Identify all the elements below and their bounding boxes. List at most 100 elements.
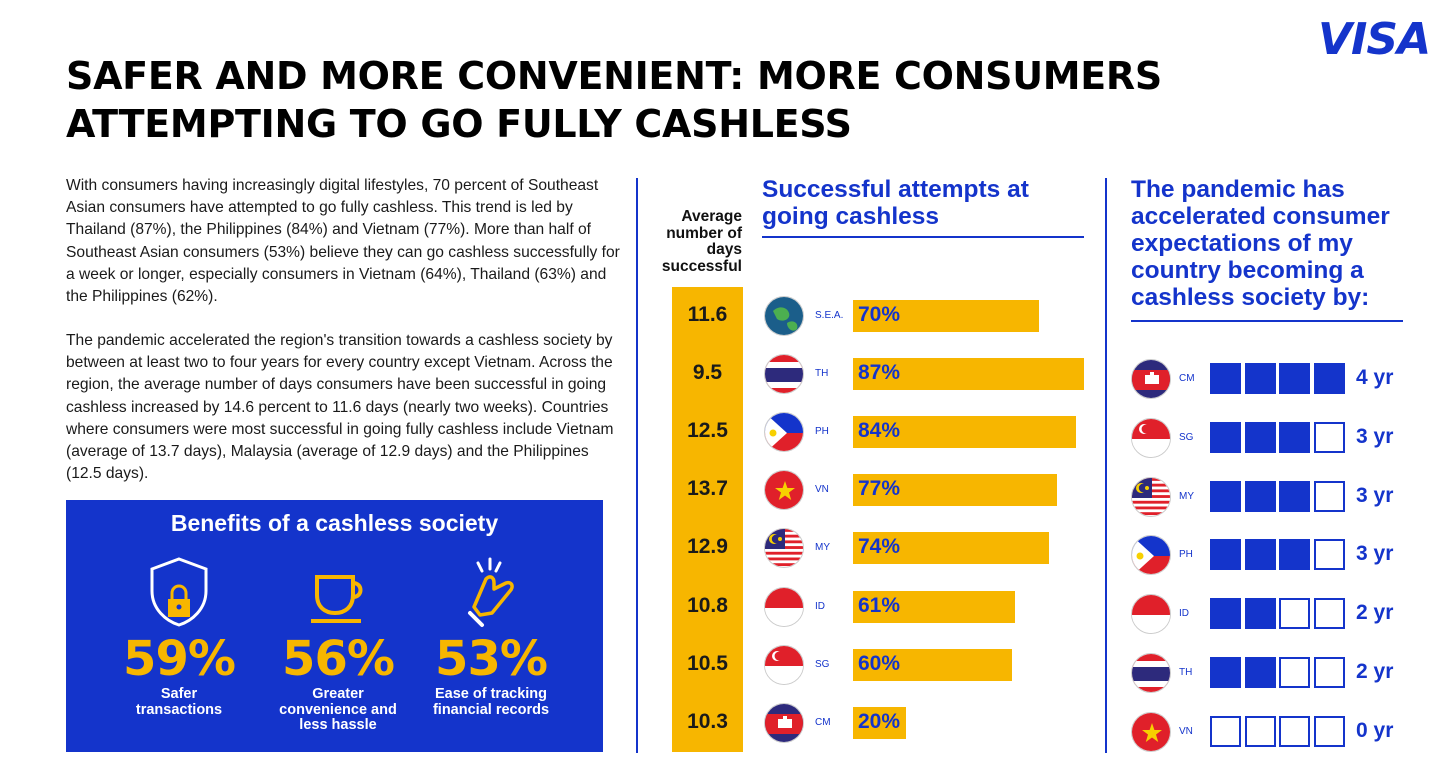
- year-box-sg: [1244, 421, 1276, 453]
- year-box-th: [1279, 657, 1310, 688]
- shield-lock-icon: [150, 557, 208, 627]
- bar-sg: [853, 648, 1012, 681]
- avg-days-value-ph: 12.5: [687, 419, 728, 443]
- year-box-sg: [1210, 421, 1241, 453]
- flag-vn-icon: [1131, 711, 1171, 752]
- year-box-cm: [1313, 363, 1345, 394]
- year-box-cm: [1244, 363, 1276, 394]
- year-box-th: [1244, 657, 1276, 688]
- year-box-id: [1313, 598, 1345, 630]
- year-box-sg: [1279, 421, 1310, 453]
- avg-days-header: Average number of days successful: [661, 208, 742, 275]
- flag-vn-icon: [764, 470, 804, 511]
- years-label-sg: 3 yr: [1356, 424, 1394, 448]
- bar-label-sg: 60%: [858, 651, 901, 675]
- flag-my-icon: [764, 528, 804, 569]
- country-code-sg: SG: [815, 658, 830, 670]
- bar-label-th: 87%: [858, 361, 901, 385]
- year-box-my: [1279, 480, 1310, 512]
- benefits-panel: Benefits of a cashless society 59% Safer…: [66, 500, 603, 752]
- country-code-sea: S.E.A.: [815, 310, 844, 321]
- avg-days-value-sg: 10.5: [687, 651, 728, 675]
- benefit-value: 59%: [123, 631, 236, 687]
- pandemic-paragraph: The pandemic accelerated the region's tr…: [66, 332, 614, 483]
- country-code-my: MY: [815, 542, 830, 554]
- benefit-convenience: 56% Greater convenience and less hassle: [253, 555, 423, 734]
- avg-days-value-id: 10.8: [687, 593, 728, 617]
- years-label-ph: 3 yr: [1356, 542, 1394, 566]
- bar-cm: [853, 706, 906, 739]
- flag-id-icon: [764, 586, 804, 627]
- flag-ph-icon: [1131, 535, 1171, 576]
- avg-days-value-vn: 13.7: [687, 477, 728, 501]
- year-box-my: [1313, 480, 1345, 512]
- year-box-cm: [1210, 363, 1241, 394]
- avg-days-value-sea: 11.6: [687, 303, 728, 326]
- flag-my-icon: [1131, 476, 1171, 517]
- bar-ph: [853, 416, 1076, 449]
- year-box-vn: [1313, 715, 1345, 747]
- bar-label-sea: 70%: [858, 303, 901, 326]
- benefit-tracking: 53% Ease of tracking financial records: [406, 555, 576, 718]
- bar-id: [853, 590, 1015, 623]
- years-label-cm: 4 yr: [1356, 366, 1394, 389]
- bar-my: [853, 532, 1049, 565]
- year-box-id: [1210, 598, 1241, 630]
- country-code-vn: VN: [1179, 725, 1193, 737]
- bar-label-id: 61%: [858, 593, 901, 617]
- benefit-label: Safer transactions: [135, 686, 223, 718]
- year-box-id: [1244, 598, 1276, 630]
- year-box-ph: [1244, 539, 1276, 571]
- success-chart-title: Successful attempts at going cashless: [762, 176, 1029, 230]
- flag-th-icon: [764, 354, 804, 395]
- country-code-cm: CM: [815, 716, 831, 728]
- flag-cm-icon: [764, 702, 804, 743]
- visa-logo: VISA: [1318, 14, 1431, 65]
- benefit-value: 53%: [435, 631, 548, 687]
- country-code-my: MY: [1179, 490, 1194, 502]
- year-box-ph: [1279, 539, 1310, 571]
- tap-hand-icon: [468, 557, 514, 627]
- year-box-th: [1313, 657, 1345, 688]
- benefits-title: Benefits of a cashless society: [170, 510, 499, 536]
- year-box-sg: [1313, 421, 1345, 453]
- bar-label-my: 74%: [858, 535, 901, 559]
- benefit-safer: 59% Safer transactions: [94, 555, 264, 718]
- avg-days-value-th: 9.5: [692, 361, 723, 385]
- flag-ph-icon: [764, 412, 804, 453]
- year-box-my: [1210, 480, 1241, 512]
- flag-sea-icon: [764, 296, 804, 336]
- country-code-ph: PH: [815, 426, 829, 438]
- bar-vn: [853, 474, 1057, 507]
- bar-th: [853, 358, 1084, 391]
- flag-id-icon: [1131, 594, 1171, 635]
- avg-days-value-cm: 10.3: [687, 709, 728, 733]
- country-code-sg: SG: [1179, 431, 1194, 443]
- coffee-cup-icon: [311, 575, 363, 623]
- years-label-vn: 0 yr: [1356, 718, 1394, 742]
- divider-right: [1105, 178, 1107, 753]
- year-box-th: [1210, 657, 1241, 688]
- country-code-th: TH: [1179, 667, 1193, 678]
- country-code-ph: PH: [1179, 549, 1193, 561]
- years-label-th: 2 yr: [1356, 660, 1394, 683]
- avg-days-column: [672, 287, 743, 752]
- bar-sea: [853, 300, 1039, 332]
- bar-label-vn: 77%: [858, 477, 901, 501]
- intro-paragraph: With consumers having increasingly digit…: [66, 177, 620, 306]
- bar-label-cm: 20%: [858, 709, 901, 733]
- country-code-vn: VN: [815, 484, 829, 496]
- benefit-label: Ease of tracking financial records: [432, 686, 550, 718]
- flag-th-icon: [1131, 653, 1171, 693]
- years-label-id: 2 yr: [1356, 601, 1394, 625]
- success-title-rule: [762, 236, 1084, 238]
- year-box-vn: [1210, 715, 1241, 747]
- year-box-cm: [1279, 363, 1310, 394]
- country-code-id: ID: [1179, 608, 1189, 620]
- bar-label-ph: 84%: [858, 419, 901, 443]
- benefit-value: 56%: [282, 631, 395, 687]
- country-code-cm: CM: [1179, 373, 1195, 384]
- expectation-chart-title: The pandemic has accelerated consumer ex…: [1131, 176, 1390, 311]
- year-box-vn: [1244, 715, 1276, 747]
- year-box-ph: [1313, 539, 1345, 571]
